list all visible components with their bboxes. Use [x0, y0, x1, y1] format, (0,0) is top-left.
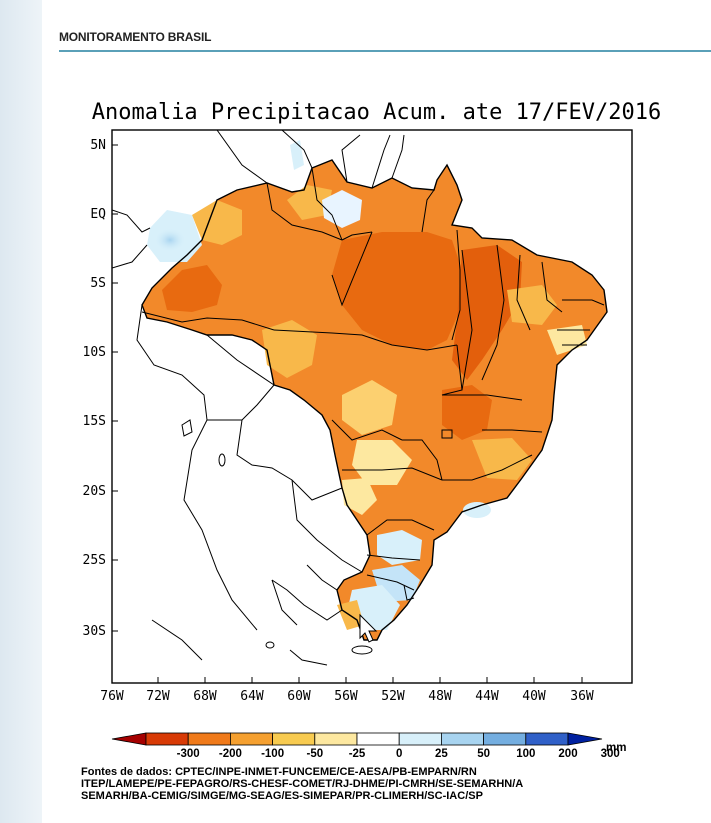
map-frame: [111, 129, 633, 684]
colorbar-tick-label: -100: [261, 748, 284, 760]
colorbar-low-arrow: [111, 732, 147, 746]
lon-label: 64W: [240, 689, 264, 704]
colorbar-unit: mm: [606, 742, 626, 754]
lon-label: 40W: [522, 689, 546, 704]
lon-label: 72W: [146, 689, 170, 704]
lon-label: 68W: [193, 689, 217, 704]
anomaly-patch-roraima-north: [290, 140, 304, 170]
colorbar-segment: [356, 732, 400, 746]
mouse-cursor-icon: [359, 613, 378, 643]
anomaly-patch-parana: [377, 530, 422, 565]
colorbar-tick-label: 100: [516, 748, 535, 760]
colorbar-tick-label: -25: [349, 748, 366, 760]
lat-label: 5N: [90, 138, 106, 153]
lat-label: EQ: [90, 207, 106, 222]
sources-line: SEMARH/BA-CEMIG/SIMGE/MG-SEAG/ES-SIMEPAR…: [81, 790, 483, 802]
lon-axis: [111, 677, 583, 683]
anomaly-patch-maranhao: [507, 285, 557, 325]
colorbar-tick-label: 300: [601, 748, 620, 760]
colorbar-segment: [483, 732, 527, 746]
colorbar-tick-label: 25: [435, 748, 448, 760]
neighbor-borders: [112, 130, 405, 666]
anomaly-spot-southeast: [463, 502, 491, 518]
sources-line: ITEP/LAMEPE/PE-FEPAGRO/RS-CHESF-COMET/RJ…: [81, 778, 524, 790]
anomaly-core-west: [162, 265, 222, 312]
colorbar-high-arrow: [567, 732, 603, 746]
precipitation-map: 5N EQ 5S 10S 15S 20S 25S 30S 76W 72W 68W…: [83, 129, 633, 760]
lat-label: 10S: [83, 345, 106, 360]
lon-label: 48W: [428, 689, 452, 704]
anomaly-core-central: [332, 232, 462, 350]
lon-label: 44W: [475, 689, 499, 704]
sources-line: Fontes de dados: CPTEC/INPE-INMET-FUNCEM…: [81, 766, 477, 778]
anomaly-spot-west-amazon: [154, 228, 186, 252]
colorbar-segment: [229, 732, 273, 746]
anomaly-patch-ms: [342, 478, 377, 515]
section-divider: [59, 50, 711, 52]
lon-label: 52W: [381, 689, 405, 704]
lon-label: 76W: [100, 689, 124, 704]
colorbar-tick-label: 200: [558, 748, 577, 760]
colorbar-labels: -300 -200 -100 -50 -25 0 25 50 100 200 300: [177, 748, 620, 760]
map-area: [112, 130, 632, 683]
colorbar-tick-label: -50: [306, 748, 323, 760]
lat-label: 30S: [83, 624, 106, 639]
colorbar-segment: [187, 732, 231, 746]
colorbar-segment: [398, 732, 442, 746]
lat-label: 25S: [83, 553, 106, 568]
map-title: Anomalia Precipitacao Acum. ate 17/FEV/2…: [91, 100, 662, 125]
section-title: MONITORAMENTO BRASIL: [59, 30, 212, 44]
colorbar-tick-label: -200: [219, 748, 242, 760]
colorbar-segment: [314, 732, 358, 746]
lon-label: 60W: [287, 689, 311, 704]
lat-axis: [112, 144, 118, 632]
colorbar-segment: [440, 732, 484, 746]
colorbar-tick-label: 50: [477, 748, 490, 760]
lon-label: 36W: [570, 689, 594, 704]
lat-label: 5S: [90, 276, 106, 291]
anomaly-patch-goias: [342, 380, 397, 435]
anomaly-patch-rondonia: [262, 320, 317, 378]
water-bodies: [181, 419, 415, 655]
colorbar-segment: [525, 732, 569, 746]
page-left-margin: [0, 0, 42, 823]
anomaly-core-bahia: [442, 385, 492, 440]
lat-label: 15S: [83, 414, 106, 429]
colorbar-segment: [272, 732, 316, 746]
colorbar: [111, 732, 603, 746]
colorbar-tick-label: -300: [177, 748, 200, 760]
lat-label: 20S: [83, 484, 106, 499]
anomaly-patch-roraima: [287, 185, 332, 220]
data-sources: Fontes de dados: CPTEC/INPE-INMET-FUNCEM…: [81, 766, 711, 802]
state-borders: [141, 167, 605, 591]
colorbar-tick-label: 0: [396, 748, 402, 760]
anomaly-patch-amapa: [322, 190, 362, 228]
lon-label: 56W: [334, 689, 358, 704]
anomaly-patch-mt: [352, 440, 412, 485]
colorbar-segment: [145, 732, 189, 746]
anomaly-patch-mg: [472, 438, 532, 480]
content-panel: MONITORAMENTO BRASIL Anomalia Precipitac…: [42, 0, 711, 823]
